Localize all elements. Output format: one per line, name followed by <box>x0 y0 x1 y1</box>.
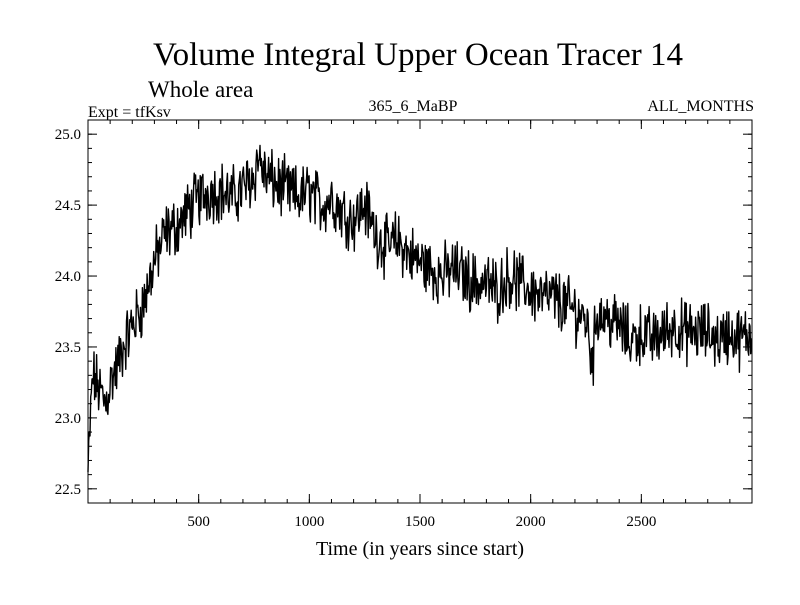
x-tick-label: 2000 <box>516 514 546 530</box>
y-tick-label: 24.0 <box>55 269 81 285</box>
chart-title: Volume Integral Upper Ocean Tracer 14 <box>153 37 683 73</box>
y-tick-label: 23.0 <box>55 411 81 427</box>
chart-subtitle: Whole area <box>148 77 253 102</box>
expt-label: Expt = tfKsv <box>88 104 171 121</box>
x-tick-label: 1500 <box>405 514 435 530</box>
y-tick-label: 22.5 <box>55 482 81 498</box>
x-axis-label: Time (in years since start) <box>316 538 524 560</box>
y-tick-label: 25.0 <box>55 127 81 143</box>
x-tick-label: 2500 <box>626 514 656 530</box>
y-tick-label: 23.5 <box>55 340 81 356</box>
plot-frame <box>87 119 753 504</box>
series-line-0 <box>87 144 753 473</box>
tick-layer: 22.5 23.0 23.5 24.0 24.5 25.0 500 1000 1500 2000 2… <box>55 120 752 530</box>
period-label: ALL_MONTHS <box>647 98 754 115</box>
x-tick-label: 1000 <box>294 514 324 530</box>
y-tick-label: 24.5 <box>55 198 81 214</box>
series-layer <box>87 144 753 473</box>
x-tick-label: 500 <box>187 514 210 530</box>
run-label: 365_6_MaBP <box>369 98 458 115</box>
